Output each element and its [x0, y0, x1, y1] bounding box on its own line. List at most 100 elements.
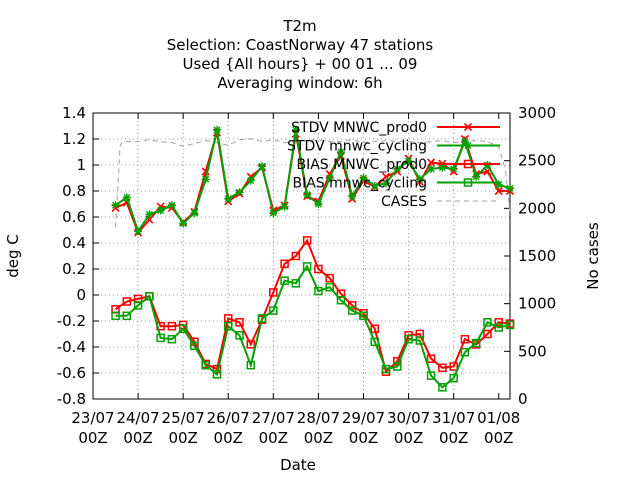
x-tick-label-hour: 00Z [394, 429, 423, 447]
series-stdv-mnwc-cycling [111, 125, 514, 236]
star-marker [179, 219, 188, 228]
legend-label: BIAS MNWC_prod0 [296, 157, 427, 173]
star-marker [494, 180, 503, 189]
square-marker [415, 336, 425, 345]
axis-ticks: -0.8 -0.6 -0.4 -0.2 0 0.2 0.4 0.6 0.8 1 1.2 1.4 0 500… [57, 104, 556, 447]
legend-label: CASES [381, 194, 427, 210]
legend-label: BIAS mnwc_cycling [292, 176, 427, 192]
square-marker [190, 341, 199, 350]
title-line: T2m [282, 17, 316, 35]
square-marker [404, 334, 413, 344]
y-tick-label: 0.4 [62, 234, 86, 252]
square-marker [463, 159, 473, 169]
star-marker [246, 176, 255, 185]
square-marker [167, 321, 177, 331]
title-line: Selection: CoastNorway 47 stations [167, 36, 434, 54]
x-tick-label-date: 31/07 [432, 409, 475, 427]
square-marker [449, 362, 458, 371]
square-marker [145, 292, 154, 301]
square-marker [314, 264, 323, 274]
x-tick-label-date: 28/07 [297, 409, 340, 427]
square-marker [302, 236, 312, 245]
star-marker [336, 148, 345, 156]
x-tick-label-hour: 00Z [484, 429, 513, 447]
star-marker [156, 206, 165, 215]
square-marker [505, 320, 515, 330]
star-marker [393, 164, 402, 173]
square-marker [460, 347, 470, 357]
title-line: Used {All hours} + 00 01 ... 09 [183, 55, 418, 73]
y-tick-label: -0.6 [57, 364, 86, 382]
square-marker [426, 371, 436, 380]
series-cases [115, 138, 511, 228]
x-marker [494, 186, 503, 196]
square-marker [156, 333, 165, 343]
grid [93, 113, 510, 399]
star-marker [359, 174, 368, 182]
star-marker [415, 175, 424, 184]
plot-area-frame [92, 112, 511, 400]
y2-tick-label: 1000 [518, 295, 556, 313]
square-marker [370, 324, 380, 334]
x-tick-label-date: 27/07 [252, 409, 295, 427]
x-tick-label-date: 01/08 [477, 409, 520, 427]
y2-tick-label: 0 [518, 390, 528, 408]
square-marker [201, 360, 210, 370]
square-marker [325, 282, 334, 292]
square-marker [291, 279, 301, 288]
series-line [114, 238, 511, 374]
square-marker [133, 301, 143, 310]
series-line [115, 138, 511, 228]
x-tick-label-hour: 00Z [304, 429, 333, 447]
square-marker [483, 318, 492, 327]
x-marker [463, 122, 473, 132]
square-marker [178, 324, 188, 334]
x-tick-label-hour: 00Z [123, 429, 152, 447]
square-marker [336, 295, 346, 305]
square-marker [257, 314, 267, 323]
square-marker [463, 178, 473, 187]
square-marker [471, 338, 481, 348]
y-tick-label: 0.6 [62, 208, 86, 226]
y2-tick-label: 2000 [518, 199, 556, 217]
legend: STDV MNWC_prod0 STDV mnwc_cycling BIAS MNW… [287, 120, 500, 210]
square-marker [269, 306, 278, 315]
star-marker [438, 163, 447, 172]
legend-label: STDV mnwc_cycling [287, 139, 427, 155]
star-marker [427, 164, 436, 173]
y-tick-label: 0 [76, 286, 86, 304]
x-tick-label-date: 30/07 [387, 409, 430, 427]
legend-label: STDV MNWC_prod0 [291, 120, 427, 136]
square-marker [370, 337, 380, 347]
square-marker [223, 321, 233, 331]
y2-tick-label: 2500 [518, 152, 556, 170]
series-bias-mnwc-cycling [111, 262, 515, 392]
square-marker [460, 334, 470, 344]
square-marker [347, 301, 357, 310]
star-marker [167, 201, 176, 210]
x-tick-label-date: 26/07 [207, 409, 250, 427]
y2-tick-label: 3000 [518, 104, 556, 122]
y-tick-label: -0.4 [57, 338, 86, 356]
star-marker [280, 202, 289, 211]
y2-tick-label: 500 [518, 342, 547, 360]
x-tick-label-date: 25/07 [162, 409, 205, 427]
square-marker [314, 286, 323, 296]
y2-tick-label: 1500 [518, 247, 556, 265]
square-marker [438, 363, 447, 373]
y-tick-label: 0.2 [62, 260, 86, 278]
y-tick-label: -0.8 [57, 390, 86, 408]
x-tick-label-hour: 00Z [214, 429, 243, 447]
star-marker [464, 141, 472, 150]
square-marker [381, 364, 391, 374]
star-marker [449, 164, 458, 173]
square-marker [280, 276, 289, 285]
square-marker [483, 329, 492, 339]
square-marker [291, 251, 301, 261]
star-marker [224, 194, 233, 203]
y2-axis-label: No cases [584, 222, 602, 290]
star-marker [291, 125, 300, 134]
square-marker [302, 262, 312, 271]
x-tick-label-date: 23/07 [71, 409, 114, 427]
